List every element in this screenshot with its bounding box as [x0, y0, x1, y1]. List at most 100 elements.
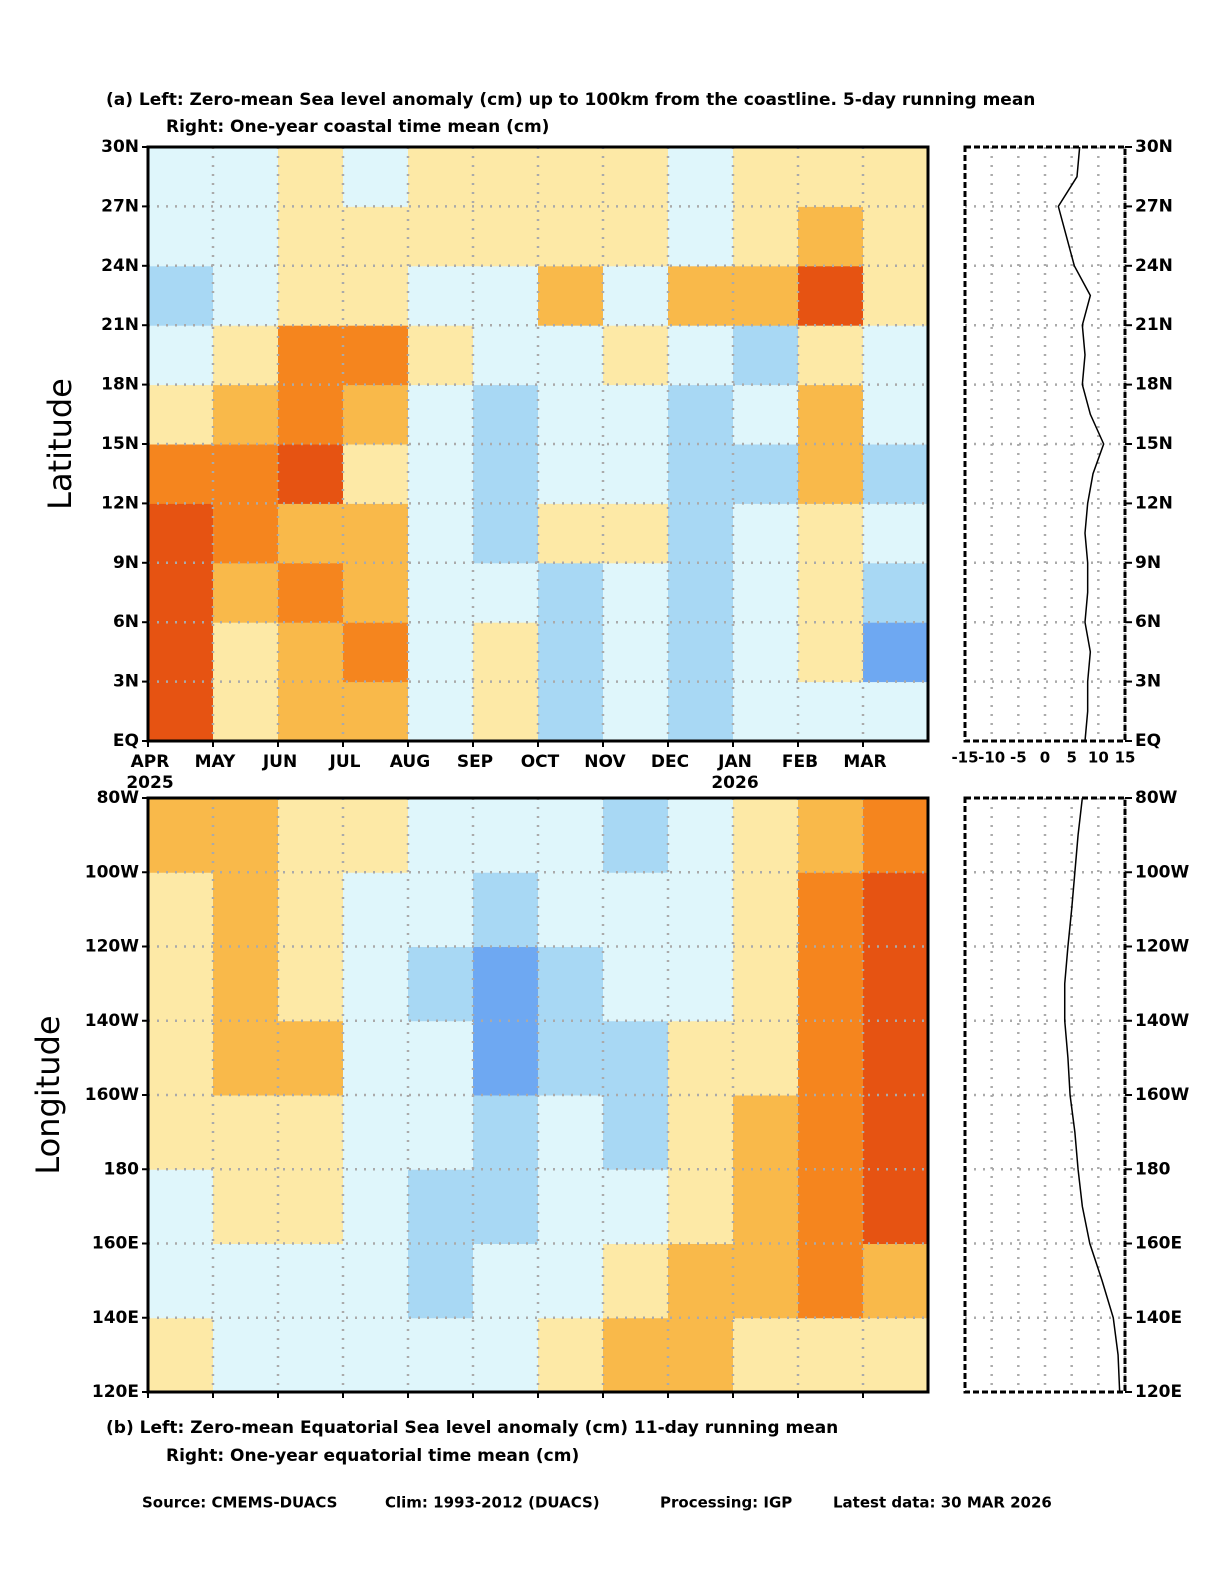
heat-cell — [213, 622, 279, 683]
heat-cell — [538, 946, 604, 1022]
heat-cell — [213, 1020, 279, 1096]
heat-cell — [798, 503, 864, 564]
y-tick-label: 160E — [1135, 1234, 1182, 1254]
y-tick-label: 6N — [1135, 612, 1161, 632]
heat-cell — [473, 1095, 539, 1170]
heat-cell — [538, 622, 604, 683]
heat-cell — [148, 503, 214, 564]
footer: Clim: 1993-2012 (DUACS) — [385, 1494, 600, 1512]
heat-cell — [733, 946, 799, 1022]
heat-cell — [538, 1095, 604, 1170]
heat-cell — [343, 444, 409, 504]
heat-cell — [538, 562, 604, 623]
heat-cell — [733, 1169, 799, 1244]
heat-cell — [668, 1169, 734, 1244]
heat-cell — [213, 503, 279, 564]
heat-cell — [668, 681, 734, 742]
heat-cell — [733, 206, 799, 267]
heat-cell — [603, 1169, 669, 1244]
y-tick-label: 15N — [1135, 434, 1173, 454]
heat-cell — [473, 946, 539, 1022]
title-b: (b) Left: Zero-mean Equatorial Sea level… — [106, 1418, 838, 1438]
heat-cell — [798, 444, 864, 504]
heat-cell — [603, 946, 669, 1022]
y-tick-label: 160W — [1135, 1085, 1189, 1105]
footer: Processing: IGP — [660, 1494, 792, 1512]
heat-cell — [148, 1095, 214, 1170]
y-tick-label: 180 — [1135, 1159, 1171, 1179]
heat-cell — [538, 265, 604, 326]
heat-cell — [863, 562, 929, 623]
heat-cell — [148, 681, 214, 742]
heat-cell — [343, 265, 409, 326]
y-tick-label: 27N — [1135, 196, 1173, 216]
frame — [963, 145, 1127, 743]
heat-cell — [733, 147, 799, 207]
heat-cell — [473, 206, 539, 267]
heat-cell — [668, 206, 734, 267]
y-tick-label: 120E — [92, 1382, 139, 1402]
heat-cell — [278, 681, 344, 742]
heat-cell — [408, 503, 474, 564]
heat-cell — [278, 206, 344, 267]
heat-cell — [603, 147, 669, 207]
heat-cell — [343, 946, 409, 1022]
heat-cell — [278, 946, 344, 1022]
heat-cell — [668, 872, 734, 947]
heat-cell — [278, 444, 344, 504]
heat-cell — [798, 147, 864, 207]
heat-cell — [733, 622, 799, 683]
heat-cell — [473, 444, 539, 504]
y-tick-label: 160W — [85, 1085, 139, 1105]
heat-cell — [603, 325, 669, 386]
y-axis-label: Longitude — [29, 1015, 67, 1174]
heat-cell — [668, 1020, 734, 1096]
heat-cell — [603, 1095, 669, 1170]
heat-cell — [473, 265, 539, 326]
y-tick-label: 140E — [1135, 1308, 1182, 1328]
heat-cell — [863, 384, 929, 445]
heat-cell — [798, 1317, 864, 1393]
x-tick-label: JUL — [329, 752, 361, 772]
heat-cell — [213, 206, 279, 267]
y-tick-label: 12N — [101, 493, 139, 513]
heat-cell — [343, 384, 409, 445]
heat-cell — [668, 147, 734, 207]
x-tick-label: APR — [131, 752, 170, 772]
x-tick-label: 15 — [1115, 749, 1136, 767]
x-tick-label: AUG — [390, 752, 430, 772]
heat-cell — [668, 1317, 734, 1393]
heat-cell — [278, 1095, 344, 1170]
heat-cell — [863, 1020, 929, 1096]
heat-cell — [538, 147, 604, 207]
heat-cell — [538, 384, 604, 445]
heat-cell — [538, 1020, 604, 1096]
heat-cell — [603, 206, 669, 267]
subtitle-a: Right: One-year coastal time mean (cm) — [166, 117, 549, 137]
y-tick-label: 24N — [101, 256, 139, 276]
heat-cell — [408, 872, 474, 947]
heat-cell — [538, 206, 604, 267]
y-tick-label: 140W — [85, 1011, 139, 1031]
heat-cell — [733, 1317, 799, 1393]
heat-cell — [798, 325, 864, 386]
heat-cell — [213, 681, 279, 742]
profile-line — [1057, 146, 1105, 742]
y-tick-label: 18N — [101, 375, 139, 395]
heat-cell — [538, 1169, 604, 1244]
heat-cell — [408, 444, 474, 504]
heat-cell — [473, 622, 539, 683]
heat-cell — [798, 1243, 864, 1319]
heat-cell — [733, 265, 799, 326]
heat-cell — [278, 1317, 344, 1393]
heat-cell — [863, 1317, 929, 1393]
heat-cell — [863, 681, 929, 742]
heat-cell — [343, 681, 409, 742]
heat-cell — [213, 562, 279, 623]
y-tick-label: 30N — [101, 137, 139, 157]
heat-cell — [278, 147, 344, 207]
y-tick-label: 12N — [1135, 493, 1173, 513]
y-tick-label: EQ — [1135, 731, 1161, 751]
heat-cell — [213, 147, 279, 207]
